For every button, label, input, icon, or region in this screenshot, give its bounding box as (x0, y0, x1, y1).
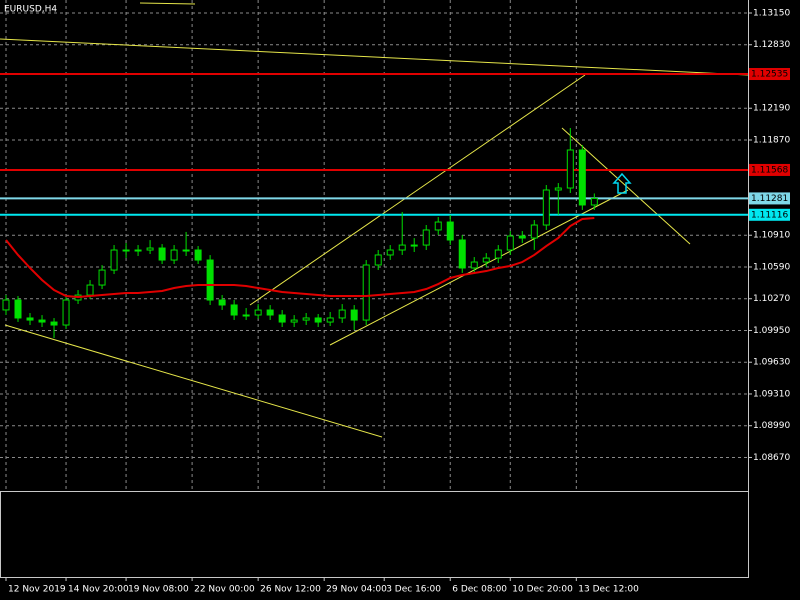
level-label: 1.11568 (751, 165, 788, 175)
y-tick-label: 1.08990 (753, 421, 790, 431)
grid (0, 0, 748, 491)
x-tick-label: 10 Dec 20:00 (512, 585, 573, 595)
candle-body (98, 269, 106, 286)
candle-body (14, 299, 22, 319)
level-label-box (749, 68, 790, 81)
candle-body (542, 189, 550, 226)
y-tick-label: 1.12190 (753, 104, 790, 114)
candle-body (266, 309, 274, 316)
x-tick-label: 14 Nov 20:00 (68, 585, 129, 595)
trend-line (4, 324, 383, 438)
candle-body (530, 224, 538, 239)
y-tick-label: 1.10910 (753, 231, 790, 241)
level-label: 1.11116 (751, 210, 788, 220)
candle-body (206, 259, 214, 301)
candle-body (422, 229, 430, 246)
y-tick-label: 1.10590 (753, 262, 790, 272)
candle-body (122, 249, 130, 252)
level-label-box (749, 208, 790, 221)
x-tick-label: 12 Nov 2019 (8, 585, 66, 595)
trend-line (0, 38, 749, 76)
candle-body (470, 261, 478, 269)
candle-body (110, 249, 118, 271)
candle-body (170, 249, 178, 261)
y-tick-label: 1.10270 (753, 294, 790, 304)
candle-body (290, 319, 298, 323)
candle-body (566, 149, 574, 189)
trend-line (329, 189, 629, 346)
x-tick-label: 22 Nov 00:00 (194, 585, 255, 595)
candle-body (158, 247, 166, 261)
candle-body (278, 314, 286, 323)
candle-body (482, 257, 490, 263)
level-label-box (749, 163, 790, 176)
candle-body (494, 249, 502, 259)
plot (2, 127, 598, 339)
candle-body (338, 309, 346, 319)
moving-average (5, 216, 595, 299)
trend-line (139, 2, 196, 5)
trend-line (249, 74, 586, 306)
drawing-objects (0, 2, 749, 438)
buy-arrow (612, 172, 632, 194)
candle-body (134, 249, 142, 252)
candle-body (458, 239, 466, 269)
axes: 1.13150 1.12830 1.12190 1.11870 1.10910 1.105… (5, 8, 790, 595)
candle-body (254, 309, 262, 316)
candle-body (302, 317, 310, 321)
candle-body (230, 304, 238, 316)
level-label: 1.12535 (751, 70, 788, 80)
candle-body (218, 299, 226, 306)
candle-body (398, 244, 406, 251)
x-tick-label: 3 Dec 16:00 (386, 585, 441, 595)
y-tick-label: 1.09310 (753, 389, 790, 399)
candle-body (374, 254, 382, 266)
candle-body (350, 309, 358, 321)
candle-body (386, 249, 394, 256)
candle-body (326, 317, 334, 323)
candle-body (2, 299, 10, 311)
y-tick-label: 1.09950 (753, 326, 790, 336)
candle-body (506, 235, 514, 251)
candle-body (182, 249, 190, 252)
levels (0, 73, 748, 216)
candle-body (314, 317, 322, 323)
candle-body (26, 317, 34, 321)
x-tick-label: 6 Dec 08:00 (452, 585, 507, 595)
level-label-box (749, 192, 790, 205)
candle-body (410, 244, 418, 247)
y-tick-label: 1.12830 (753, 40, 790, 50)
candle-body (86, 284, 94, 296)
x-tick-label: 13 Dec 12:00 (578, 585, 639, 595)
x-tick-label: 19 Nov 08:00 (128, 585, 189, 595)
y-tick-label: 1.09630 (753, 358, 790, 368)
candle-body (50, 321, 58, 326)
candle-body (242, 314, 250, 317)
level-label: 1.11281 (751, 194, 788, 204)
candle-body (518, 235, 526, 239)
candle-body (578, 149, 586, 206)
y-tick-label: 1.08670 (753, 453, 790, 463)
y-tick-label: 1.13150 (753, 8, 790, 18)
candle-body (62, 299, 70, 326)
candle-body (434, 221, 442, 231)
candle-body (590, 197, 598, 206)
candle-body (362, 264, 370, 321)
x-tick-label: 26 Nov 12:00 (260, 585, 321, 595)
y-tick-label: 1.11870 (753, 135, 790, 145)
candle-body (38, 319, 46, 323)
candle-body (446, 221, 454, 241)
subwindow (0, 491, 749, 578)
candle-body (194, 249, 202, 261)
candle-body (146, 247, 154, 251)
chart-title: EURUSD,H4 (4, 5, 57, 15)
candle-body (554, 187, 562, 191)
x-tick-label: 29 Nov 04:00 (326, 585, 387, 595)
